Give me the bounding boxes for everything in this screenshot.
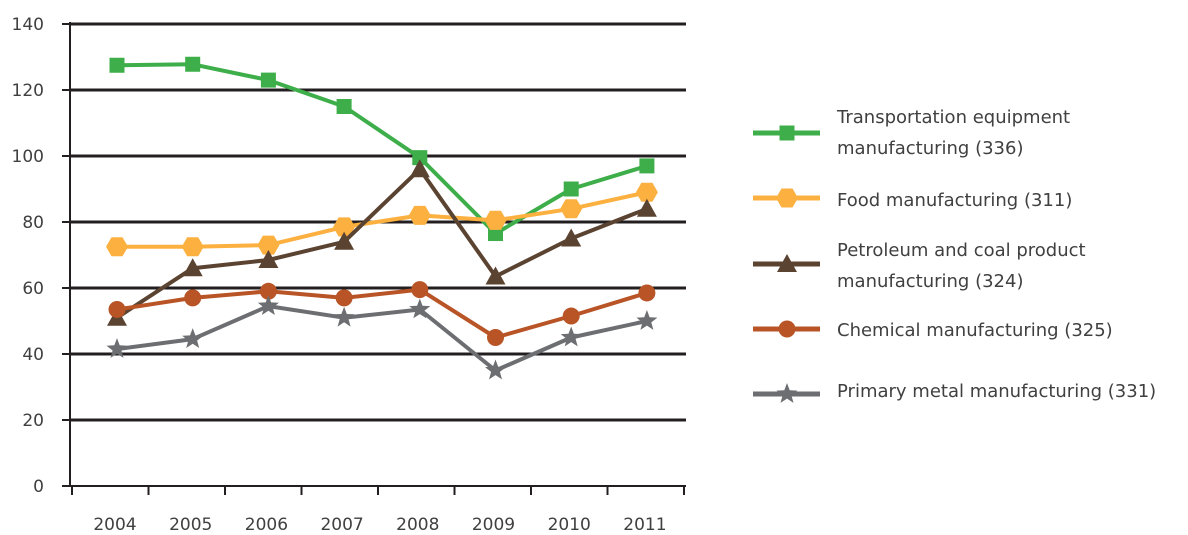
data-point xyxy=(411,281,429,299)
legend-swatch-marker xyxy=(776,383,798,403)
data-point xyxy=(333,306,355,327)
data-point xyxy=(638,284,656,302)
data-point xyxy=(260,72,276,88)
series-0 xyxy=(109,56,655,242)
gridlines xyxy=(70,22,686,422)
series-line xyxy=(116,62,648,236)
series-line xyxy=(116,287,648,340)
data-point xyxy=(562,307,580,325)
data-point xyxy=(334,231,355,250)
y-tick-label: 120 xyxy=(12,81,44,101)
data-point xyxy=(109,57,125,73)
series-line xyxy=(117,190,648,249)
data-point xyxy=(258,249,279,268)
axes xyxy=(62,22,686,495)
legend-swatch-marker xyxy=(779,125,795,141)
data-point xyxy=(635,182,658,202)
legend: Transportation equipment manufacturing (3… xyxy=(753,107,1156,403)
data-point xyxy=(560,199,583,219)
legend-swatch-marker xyxy=(777,254,797,272)
data-point xyxy=(185,56,201,72)
data-point xyxy=(484,210,507,230)
series-line xyxy=(115,167,648,320)
data-point xyxy=(487,329,504,346)
data-point xyxy=(408,205,431,225)
series-2 xyxy=(107,159,657,326)
y-tick-label: 20 xyxy=(22,411,44,431)
data-point xyxy=(257,235,280,255)
x-tick-label: 2011 xyxy=(623,515,666,535)
y-tick-label: 100 xyxy=(12,147,44,167)
x-tick-label: 2010 xyxy=(548,515,591,535)
x-tick-label: 2009 xyxy=(472,515,515,535)
data-point xyxy=(106,338,128,358)
y-axis-ticks: 0 20 40 60 80 100 120 140 xyxy=(12,15,44,497)
series-1 xyxy=(106,182,658,257)
data-point xyxy=(636,198,657,217)
legend-item: Primary metal manufacturing (331) xyxy=(753,381,1156,403)
data-point xyxy=(561,228,582,247)
series-line xyxy=(116,304,648,373)
legend-swatch-marker xyxy=(778,320,796,338)
data-point xyxy=(560,326,582,347)
legend-item: Food manufacturing (311) xyxy=(753,188,1072,211)
data-point xyxy=(259,282,277,300)
legend-label: Transportation equipment xyxy=(836,107,1070,128)
y-tick-label: 0 xyxy=(33,477,44,497)
data-point xyxy=(412,150,428,166)
data-point xyxy=(636,310,658,330)
legend-label: Primary metal manufacturing (331) xyxy=(837,381,1156,402)
data-point xyxy=(182,258,203,277)
data-point xyxy=(485,266,506,285)
legend-item: Chemical manufacturing (325) xyxy=(753,320,1113,341)
data-point xyxy=(181,237,204,257)
y-tick-label: 80 xyxy=(22,213,44,233)
data-point xyxy=(563,181,579,197)
legend-label: manufacturing (336) xyxy=(837,138,1023,159)
x-axis-ticks: 2004 2005 2006 2007 2008 2009 2010 2011 xyxy=(93,515,666,535)
data-point xyxy=(182,328,204,348)
legend-label: Food manufacturing (311) xyxy=(837,190,1072,211)
series-group xyxy=(106,56,658,380)
x-tick-label: 2008 xyxy=(396,515,439,535)
data-point xyxy=(106,237,128,257)
data-point xyxy=(409,159,430,178)
x-tick-label: 2004 xyxy=(93,515,136,535)
legend-label: manufacturing (324) xyxy=(837,271,1023,292)
data-point xyxy=(409,298,431,319)
data-point xyxy=(333,217,356,237)
series-3 xyxy=(108,281,656,346)
legend-label: Petroleum and coal product xyxy=(837,240,1086,261)
x-tick-label: 2006 xyxy=(245,515,288,535)
legend-swatch-marker xyxy=(776,188,798,208)
data-point xyxy=(184,289,202,307)
data-point xyxy=(257,295,279,315)
x-tick-label: 2005 xyxy=(169,515,212,535)
data-point xyxy=(336,99,352,114)
legend-item: Petroleum and coal product manufacturing … xyxy=(753,240,1086,292)
data-point xyxy=(485,359,506,380)
y-tick-label: 140 xyxy=(12,15,44,35)
series-4 xyxy=(106,295,658,380)
y-tick-label: 60 xyxy=(22,279,44,299)
legend-label: Chemical manufacturing (325) xyxy=(837,320,1113,341)
y-tick-label: 40 xyxy=(22,345,44,365)
x-tick-label: 2007 xyxy=(320,515,363,535)
data-point xyxy=(639,158,655,174)
legend-item: Transportation equipment manufacturing (3… xyxy=(753,107,1070,159)
data-point xyxy=(335,289,353,307)
data-point xyxy=(108,300,126,318)
